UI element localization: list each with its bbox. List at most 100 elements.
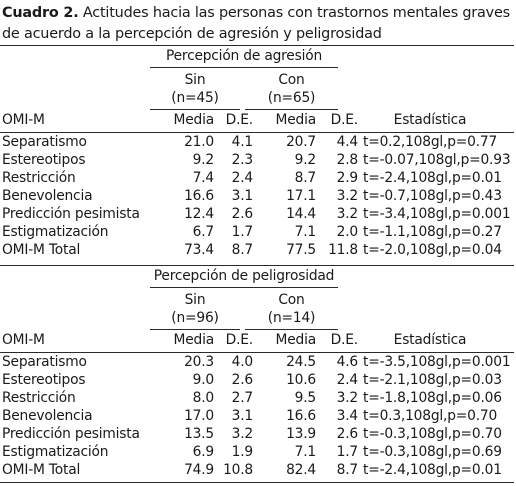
row-label: Restricción	[2, 170, 76, 186]
cell-statistic: t=-3.4,108gl,p=0.001	[363, 206, 511, 222]
cell-sd-group1: 1.7	[231, 224, 254, 240]
cell-mean-group1: 8.0	[192, 390, 215, 406]
cell-mean-group1: 74.9	[184, 462, 214, 478]
col-header-mean: Media	[173, 332, 215, 348]
cell-mean-group1: 21.0	[184, 134, 214, 150]
cell-sd-group1: 2.6	[231, 372, 254, 388]
cell-mean-group1: 20.3	[184, 354, 214, 370]
cell-statistic: t=-2.0,108gl,p=0.04	[363, 242, 502, 258]
cell-sd-group1: 1.9	[231, 444, 254, 460]
cell-mean-group2: 77.5	[286, 242, 316, 258]
cell-sd-group2: 2.8	[336, 152, 359, 168]
cell-mean-group2: 14.4	[286, 206, 316, 222]
cell-sd-group2: 4.6	[336, 354, 359, 370]
cell-sd-group1: 10.8	[223, 462, 253, 478]
col-header-sd: D.E.	[225, 112, 254, 128]
row-label: Benevolencia	[2, 188, 93, 204]
cell-statistic: t=-0.07,108gl,p=0.93	[363, 152, 511, 168]
cell-sd-group1: 2.7	[231, 390, 254, 406]
cell-statistic: t=-1.8,108gl,p=0.06	[363, 390, 502, 406]
cell-sd-group2: 2.6	[336, 426, 359, 442]
cell-mean-group2: 17.1	[286, 188, 316, 204]
col-header-stats: Estadística	[393, 112, 467, 128]
row-label: Separatismo	[2, 354, 87, 370]
group-underline	[245, 329, 338, 330]
cell-sd-group2: 2.9	[336, 170, 359, 186]
row-header: OMI-M	[2, 332, 45, 348]
cell-statistic: t=-0.3,108gl,p=0.70	[363, 426, 502, 442]
group-n: (n=45)	[171, 90, 219, 106]
section-title: Percepción de agresión	[165, 48, 322, 64]
group-n: (n=96)	[171, 310, 219, 326]
cell-sd-group1: 4.0	[231, 354, 254, 370]
cell-sd-group1: 4.1	[231, 134, 254, 150]
cell-statistic: t=-2.1,108gl,p=0.03	[363, 372, 502, 388]
col-header-stats: Estadística	[393, 332, 467, 348]
cell-mean-group1: 12.4	[184, 206, 214, 222]
cell-sd-group1: 8.7	[231, 242, 254, 258]
cell-sd-group2: 2.4	[336, 372, 359, 388]
top-rule	[0, 45, 514, 46]
cell-mean-group2: 9.5	[294, 390, 317, 406]
row-label: Estigmatización	[2, 444, 109, 460]
cell-mean-group2: 8.7	[294, 170, 317, 186]
cell-sd-group2: 4.4	[336, 134, 359, 150]
cell-sd-group2: 3.2	[336, 188, 359, 204]
cell-mean-group2: 82.4	[286, 462, 316, 478]
bottom-rule	[0, 482, 514, 483]
col-header-sd: D.E.	[225, 332, 254, 348]
cell-sd-group1: 3.1	[231, 408, 254, 424]
cell-statistic: t=-0.3,108gl,p=0.69	[363, 444, 502, 460]
cell-statistic: t=-3.5,108gl,p=0.001	[363, 354, 511, 370]
row-label: Estigmatización	[2, 224, 109, 240]
section-title: Percepción de peligrosidad	[153, 268, 335, 284]
cell-sd-group2: 3.2	[336, 206, 359, 222]
group-underline	[150, 329, 240, 330]
cell-mean-group1: 6.7	[192, 224, 215, 240]
row-label: OMI-M Total	[2, 242, 81, 258]
cell-sd-group2: 3.4	[336, 408, 359, 424]
cell-mean-group1: 9.2	[192, 152, 215, 168]
table-caption: Cuadro 2. Actitudes hacia las personas c…	[2, 3, 514, 45]
cell-statistic: t=0.3,108gl,p=0.70	[363, 408, 498, 424]
cell-statistic: t=-1.1,108gl,p=0.27	[363, 224, 502, 240]
cell-mean-group1: 16.6	[184, 188, 214, 204]
header-rule	[0, 132, 514, 133]
header-rule	[0, 352, 514, 353]
row-label: Estereotipos	[2, 152, 86, 168]
row-label: Separatismo	[2, 134, 87, 150]
row-label: Predicción pesimista	[2, 206, 140, 222]
row-label: Benevolencia	[2, 408, 93, 424]
section-title-underline	[150, 287, 338, 288]
group-label: Sin	[184, 72, 206, 88]
cell-mean-group1: 6.9	[192, 444, 215, 460]
caption-label: Cuadro 2.	[2, 5, 79, 21]
cell-mean-group2: 20.7	[286, 134, 316, 150]
cell-sd-group2: 2.0	[336, 224, 359, 240]
cell-mean-group2: 16.6	[286, 408, 316, 424]
cell-mean-group2: 7.1	[294, 444, 317, 460]
group-underline	[245, 109, 338, 110]
row-header: OMI-M	[2, 112, 45, 128]
cell-sd-group1: 2.3	[231, 152, 254, 168]
row-label: Estereotipos	[2, 372, 86, 388]
cell-mean-group1: 13.5	[184, 426, 214, 442]
cell-sd-group1: 3.2	[231, 426, 254, 442]
cell-sd-group1: 2.6	[231, 206, 254, 222]
cell-sd-group1: 2.4	[231, 170, 254, 186]
group-n: (n=14)	[267, 310, 316, 326]
group-label: Con	[278, 72, 305, 88]
cell-sd-group2: 8.7	[336, 462, 359, 478]
row-label: Predicción pesimista	[2, 426, 140, 442]
cell-mean-group2: 10.6	[286, 372, 316, 388]
cell-mean-group2: 13.9	[286, 426, 316, 442]
group-label: Sin	[184, 292, 206, 308]
cell-statistic: t=0.2,108gl,p=0.77	[363, 134, 498, 150]
col-header-sd: D.E.	[330, 332, 359, 348]
cell-statistic: t=-2.4,108gl,p=0.01	[363, 170, 502, 186]
row-label: Restricción	[2, 390, 76, 406]
col-header-mean: Media	[275, 332, 317, 348]
group-label: Con	[278, 292, 305, 308]
cell-mean-group1: 17.0	[184, 408, 214, 424]
